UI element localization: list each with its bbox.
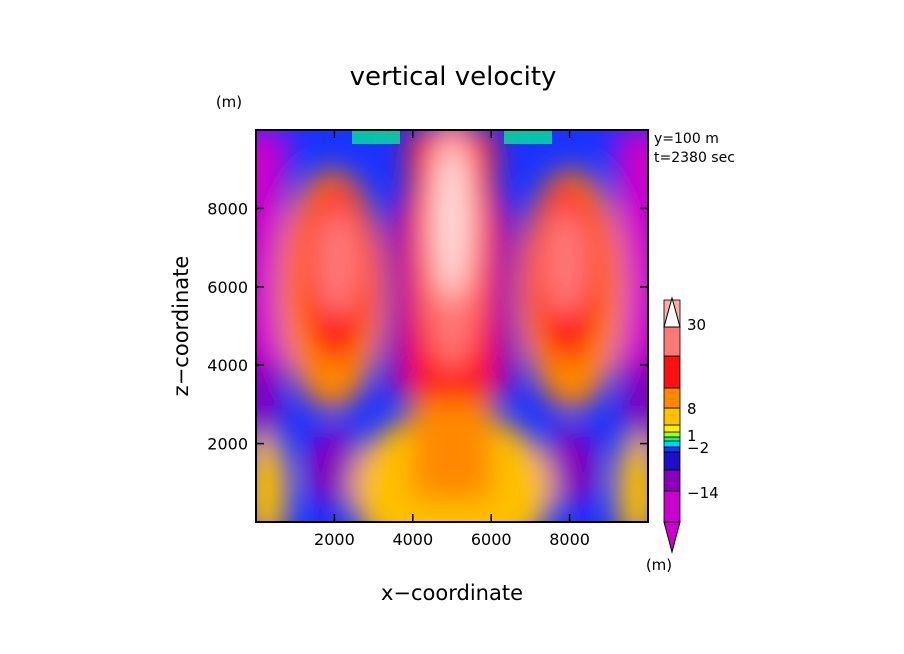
colorbar-segment [663, 440, 681, 448]
colorbar-label: −2 [687, 439, 709, 457]
x-tick-label: 8000 [549, 530, 590, 549]
annotation-t: t=2380 sec [654, 150, 735, 166]
colorbar-unit-label: (m) [646, 556, 672, 574]
plot-area [256, 130, 648, 522]
colorbar-segment [663, 431, 681, 438]
colorbar-segment [663, 407, 681, 426]
y-tick-label: 8000 [207, 199, 248, 218]
colorbar-segment [663, 387, 681, 409]
colorbar-segment [663, 469, 681, 492]
colorbar-segment [663, 296, 681, 328]
velocity-field [256, 130, 648, 522]
plot-frame [255, 129, 649, 523]
colorbar: −14 −21 8 30 [663, 296, 719, 554]
x-axis-label: x−coordinate [381, 581, 523, 605]
x-tick-label: 2000 [314, 530, 355, 549]
colorbar-label: 1 [687, 427, 697, 445]
colorbar-segment [663, 521, 681, 554]
colorbar-label: 8 [687, 400, 697, 418]
colorbar-label: 30 [687, 316, 706, 334]
y-axis-label: z−coordinate [169, 256, 193, 397]
y-tick-label: 6000 [207, 278, 248, 297]
x-tick-label: 6000 [471, 530, 512, 549]
y-tick-label: 4000 [207, 356, 248, 375]
colorbar-segment [663, 446, 681, 453]
x-tick-label: 4000 [392, 530, 433, 549]
colorbar-segment [663, 326, 681, 357]
colorbar-segment [663, 451, 681, 471]
chart-title: vertical velocity [350, 62, 557, 92]
axis-ticks: 2000 4000 6000 8000 2000 4000 6000 8000 [207, 130, 648, 549]
colorbar-label: −14 [687, 484, 719, 502]
colorbar-segment [663, 436, 681, 442]
axis-unit-label: (m) [216, 93, 242, 111]
colorbar-segment [663, 490, 681, 523]
y-tick-label: 2000 [207, 435, 248, 454]
annotation-y: y=100 m [654, 131, 719, 147]
colorbar-segment [663, 424, 681, 433]
colorbar-segment [663, 355, 681, 389]
